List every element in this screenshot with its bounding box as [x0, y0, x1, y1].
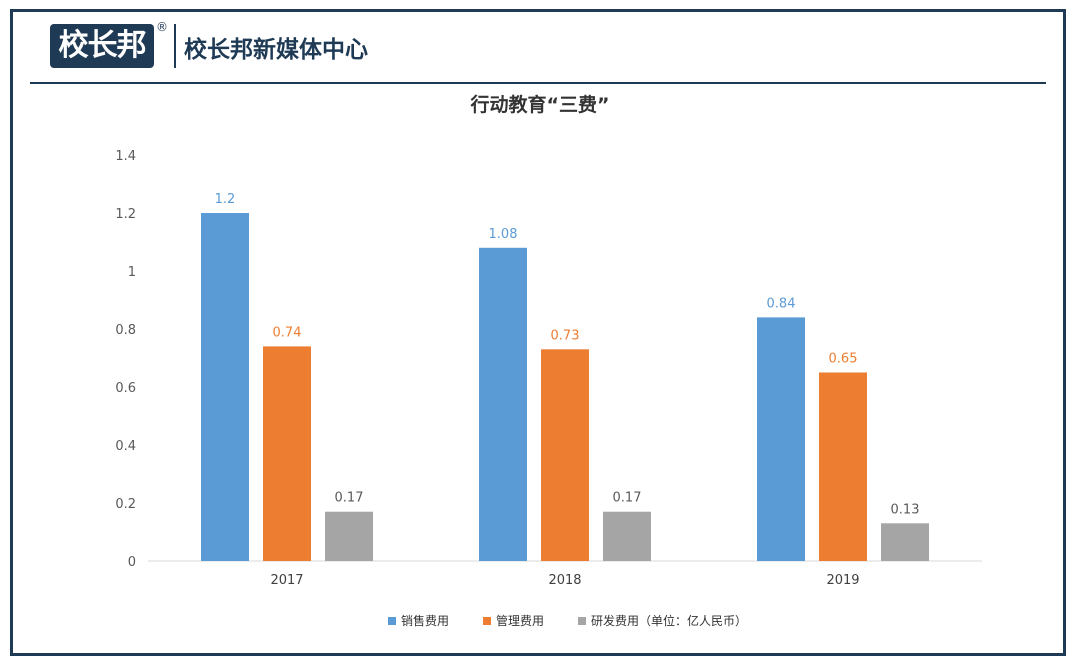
bar: [541, 349, 589, 561]
logo: 校长邦: [50, 24, 154, 68]
legend-swatch-rnd: [578, 616, 587, 625]
legend-label-rnd: 研发费用（单位：亿人民币）: [591, 614, 748, 628]
data-label: 1.08: [489, 227, 518, 242]
data-label: 0.84: [767, 296, 796, 311]
legend-swatch-sales: [388, 616, 396, 625]
bar: [479, 247, 527, 562]
x-tick-label: 2017: [270, 573, 303, 588]
y-tick-label: 0.2: [115, 497, 136, 512]
bar: [757, 317, 805, 561]
bar: [819, 372, 867, 561]
y-tick-label: 1.4: [115, 149, 136, 164]
header-divider: [174, 24, 176, 68]
bar: [325, 511, 373, 561]
y-tick-label: 0: [128, 555, 136, 570]
data-label: 0.65: [829, 352, 858, 367]
legend-item-admin[interactable]: 管理费用: [483, 612, 544, 629]
outer-frame: [10, 9, 1066, 656]
legend: 销售费用 管理费用 研发费用（单位：亿人民币）: [388, 612, 781, 629]
chart-title: 行动教育“三费”: [470, 94, 610, 116]
data-label: 0.73: [551, 328, 580, 343]
data-label: 0.17: [335, 491, 364, 506]
y-tick-label: 1.2: [115, 207, 136, 222]
y-tick-label: 0.8: [115, 323, 136, 338]
data-label: 0.17: [613, 491, 642, 506]
bar: [881, 523, 929, 561]
bar: [201, 213, 249, 561]
legend-label-admin: 管理费用: [496, 614, 545, 628]
data-label: 1.2: [215, 192, 236, 207]
y-tick-label: 0.6: [115, 381, 136, 396]
data-label: 0.13: [891, 502, 920, 517]
data-label: 0.74: [273, 325, 302, 340]
legend-item-sales[interactable]: 销售费用: [388, 612, 449, 629]
bar: [263, 346, 311, 561]
org-name: 校长邦新媒体中心: [184, 36, 368, 63]
legend-item-rnd[interactable]: 研发费用（单位：亿人民币）: [578, 612, 747, 629]
bar: [603, 511, 651, 561]
registered-mark: ®: [156, 20, 168, 34]
header-rule: [30, 82, 1046, 84]
legend-label-sales: 销售费用: [401, 614, 450, 628]
x-tick-label: 2019: [826, 573, 859, 588]
y-tick-label: 1: [128, 265, 136, 280]
y-tick-label: 0.4: [115, 439, 136, 454]
x-tick-label: 2018: [548, 573, 581, 588]
legend-swatch-admin: [483, 616, 492, 625]
